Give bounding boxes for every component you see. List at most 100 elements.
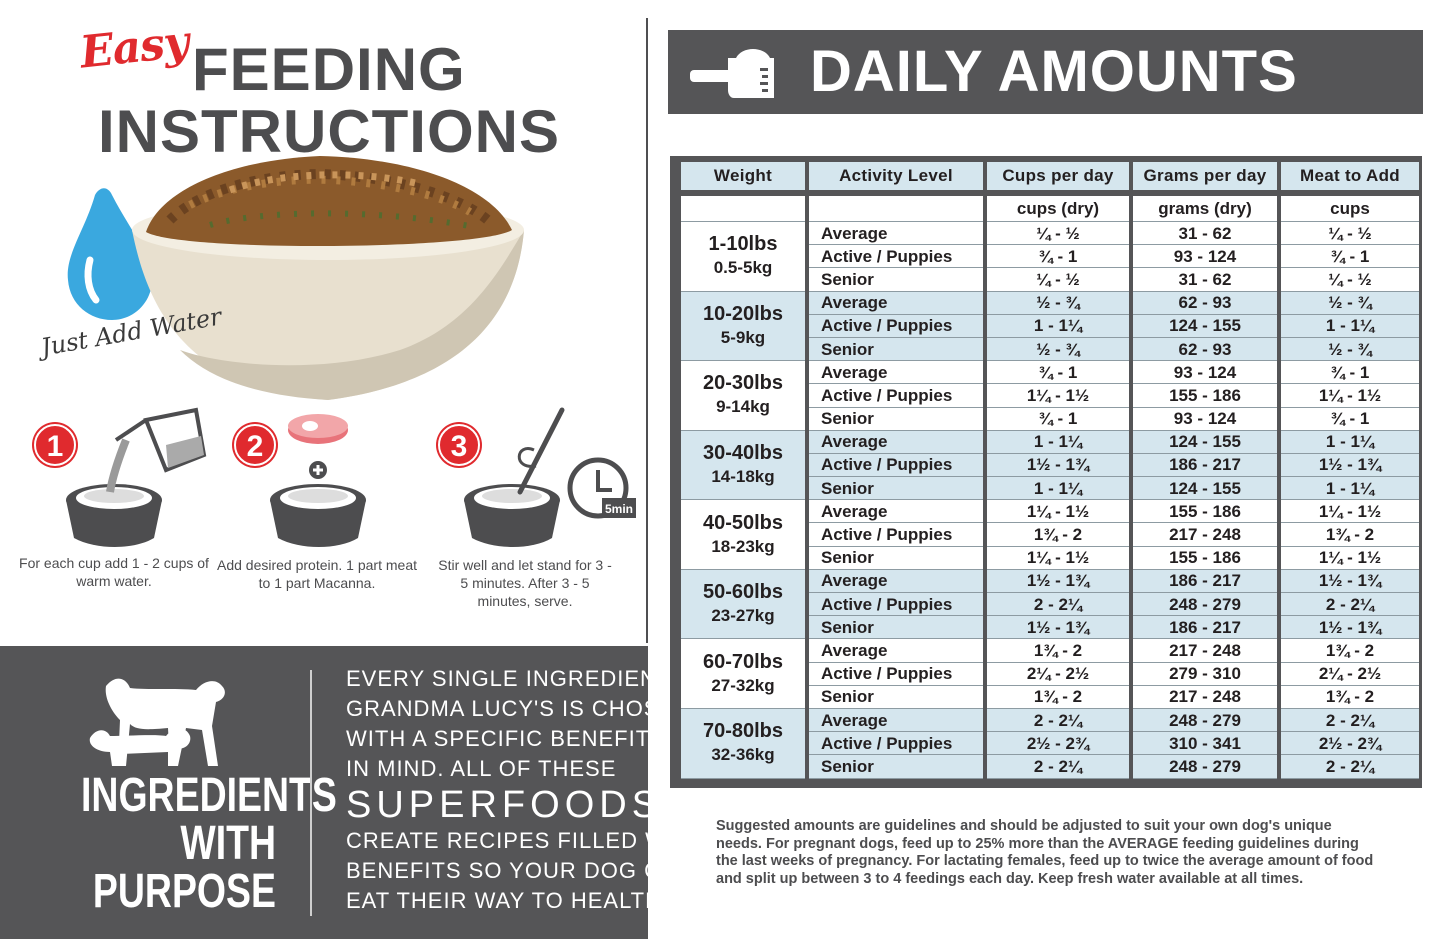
- table-row: 40-50lbs 18-23kg Average 1¼ - 1½ 155 - 186 1¼…: [681, 500, 1419, 570]
- weight-lbs: 70-80lbs: [702, 720, 784, 743]
- grams-cell: 124 - 155: [1133, 314, 1277, 338]
- daily-amounts-table: Weight Activity Level Cups per day Grams…: [670, 156, 1422, 788]
- food-bowl-image: [67, 156, 524, 400]
- para-line-superfoods: SUPERFOODS: [346, 784, 663, 826]
- activity-level-cell: Active / Puppies: [809, 523, 983, 547]
- cups-cell: 2 - 2¼: [987, 593, 1129, 617]
- meat-cell: 1 - 1¼: [1281, 314, 1419, 338]
- activity-level-cell: Average: [809, 361, 983, 385]
- col-cups-per-day: Cups per day: [987, 162, 1129, 196]
- step-3-number: 3: [438, 424, 480, 466]
- table-row: 1-10lbs 0.5-5kg Average ¼ - ½ 31 - 62 ¼ - ½: [681, 222, 1419, 292]
- step-3: 5min 3 Stir well and let stand for 3 - 5…: [416, 400, 636, 630]
- ingredients-paragraph: EVERY SINGLE INGREDIENT IN GRANDMA LUCY'…: [346, 664, 704, 916]
- table-row: Active / Puppies 2½ - 2¾ 310 - 341 2½ - 2¾: [681, 732, 1419, 756]
- activity-level-cell: Average: [809, 291, 983, 315]
- meat-cell: 1¼ - 1½: [1281, 546, 1419, 570]
- meat-cell: 2 - 2¼: [1281, 708, 1419, 733]
- grams-cell: 186 - 217: [1133, 453, 1277, 478]
- activity-level-cell: Active / Puppies: [809, 593, 983, 617]
- ingredients-title: INGREDIENTS WITH PURPOSE: [81, 772, 337, 918]
- meat-cell: 1¼ - 1½: [1281, 500, 1419, 524]
- table-row: Senior ¾ - 1 93 - 124 ¾ - 1: [681, 407, 1419, 431]
- activity-level-cell: Active / Puppies: [809, 732, 983, 756]
- activity-level-cell: Average: [809, 639, 983, 663]
- meat-cell: 1¾ - 2: [1281, 639, 1419, 663]
- grams-cell: 186 - 217: [1133, 616, 1277, 640]
- para-line-2: GRANDMA LUCY'S IS CHOSEN: [346, 696, 693, 721]
- col-weight: Weight: [681, 162, 805, 196]
- cups-cell: 1¾ - 2: [987, 639, 1129, 663]
- step-2-number: 2: [234, 424, 276, 466]
- meat-cell: 1¼ - 1½: [1281, 384, 1419, 408]
- vertical-divider: [646, 18, 648, 643]
- activity-level-cell: Active / Puppies: [809, 384, 983, 408]
- weight-lbs: 10-20lbs: [702, 302, 784, 325]
- activity-level-cell: Active / Puppies: [809, 314, 983, 338]
- weight-lbs: 60-70lbs: [702, 650, 784, 673]
- cups-cell: ¾ - 1: [987, 245, 1129, 269]
- activity-level-cell: Senior: [809, 546, 983, 570]
- activity-level-cell: Average: [809, 500, 983, 524]
- weight-kg: 5-9kg: [720, 327, 766, 347]
- ingredients-title-line-3: PURPOSE: [92, 865, 276, 918]
- table-row: Senior ¼ - ½ 31 - 62 ¼ - ½: [681, 268, 1419, 292]
- meat-cell: 1 - 1¼: [1281, 430, 1419, 454]
- table-row: 50-60lbs 23-27kg Average 1½ - 1¾ 186 - 217 1½…: [681, 569, 1419, 640]
- stir-and-wait-icon: 5min: [464, 407, 636, 547]
- feeding-footnote: Suggested amounts are guidelines and sho…: [716, 818, 1374, 887]
- weight-lbs: 20-30lbs: [702, 372, 784, 395]
- meat-cell: 2 - 2¼: [1281, 755, 1419, 779]
- activity-level-cell: Senior: [809, 337, 983, 362]
- para-line-4: IN MIND. ALL OF THESE: [346, 756, 617, 781]
- unit-grams: grams (dry): [1133, 196, 1277, 222]
- weight-cell: 1-10lbs 0.5-5kg: [681, 222, 805, 292]
- meat-cell: 1¾ - 2: [1281, 523, 1419, 547]
- meat-cell: ½ - ¾: [1281, 291, 1419, 315]
- activity-level-cell: Senior: [809, 616, 983, 640]
- step-2: 2 Add desired protein. 1 part meat to 1 …: [210, 400, 420, 630]
- cups-cell: 1 - 1¼: [987, 477, 1129, 501]
- grams-cell: 155 - 186: [1133, 500, 1277, 524]
- meat-cell: 1 - 1¼: [1281, 477, 1419, 501]
- cups-cell: ¾ - 1: [987, 407, 1129, 431]
- cups-cell: ½ - ¾: [987, 337, 1129, 362]
- weight-kg: 32-36kg: [711, 745, 775, 765]
- cups-cell: 1¼ - 1½: [987, 384, 1129, 408]
- grams-cell: 217 - 248: [1133, 639, 1277, 663]
- para-line-7: BENEFITS SO YOUR DOG CAN: [346, 858, 694, 883]
- weight-cell: 40-50lbs 18-23kg: [681, 500, 805, 570]
- para-line-8: EAT THEIR WAY TO HEALTH.: [346, 888, 670, 913]
- unit-meat: cups: [1281, 196, 1419, 222]
- cups-cell: 1 - 1¼: [987, 314, 1129, 338]
- table-row: Active / Puppies 1½ - 1¾ 186 - 217 1½ - 1¾: [681, 453, 1419, 478]
- meat-cell: ½ - ¾: [1281, 337, 1419, 362]
- daily-amounts-title: DAILY AMOUNTS: [810, 39, 1298, 104]
- step-1-number: 1: [34, 424, 76, 466]
- meat-cell: ¾ - 1: [1281, 407, 1419, 431]
- grams-cell: 62 - 93: [1133, 291, 1277, 315]
- meat-cell: 1¾ - 2: [1281, 685, 1419, 709]
- easy-script-label: Easy: [77, 16, 191, 79]
- grams-cell: 124 - 155: [1133, 430, 1277, 454]
- ingredients-with-purpose-section: INGREDIENTS WITH PURPOSE EVERY SINGLE IN…: [0, 646, 704, 939]
- col-grams-per-day: Grams per day: [1133, 162, 1277, 196]
- activity-level-cell: Active / Puppies: [809, 662, 983, 686]
- meat-cell: 1½ - 1¾: [1281, 569, 1419, 593]
- unit-weight: [681, 196, 805, 222]
- pour-water-icon: [66, 407, 207, 547]
- step-1-text: For each cup add 1 - 2 cups of warm wate…: [19, 555, 209, 589]
- table-row: 10-20lbs 5-9kg Average ½ - ¾ 62 - 93 ½ - ¾: [681, 291, 1419, 362]
- preparation-steps: 1 For each cup add 1 - 2 cups of warm wa…: [0, 400, 648, 630]
- weight-kg: 18-23kg: [711, 536, 775, 556]
- activity-level-cell: Senior: [809, 755, 983, 779]
- grams-cell: 279 - 310: [1133, 662, 1277, 686]
- activity-level-cell: Senior: [809, 477, 983, 501]
- feeding-instructions-panel: Easy FEEDING INSTRUCTIONS Just Add Water: [0, 0, 648, 939]
- cups-cell: 1¼ - 1½: [987, 546, 1129, 570]
- cups-cell: ¼ - ½: [987, 268, 1129, 292]
- table-row: Senior 1¼ - 1½ 155 - 186 1¼ - 1½: [681, 546, 1419, 570]
- meat-cell: ¾ - 1: [1281, 245, 1419, 269]
- cups-cell: ¼ - ½: [987, 222, 1129, 246]
- col-activity-level: Activity Level: [809, 162, 983, 196]
